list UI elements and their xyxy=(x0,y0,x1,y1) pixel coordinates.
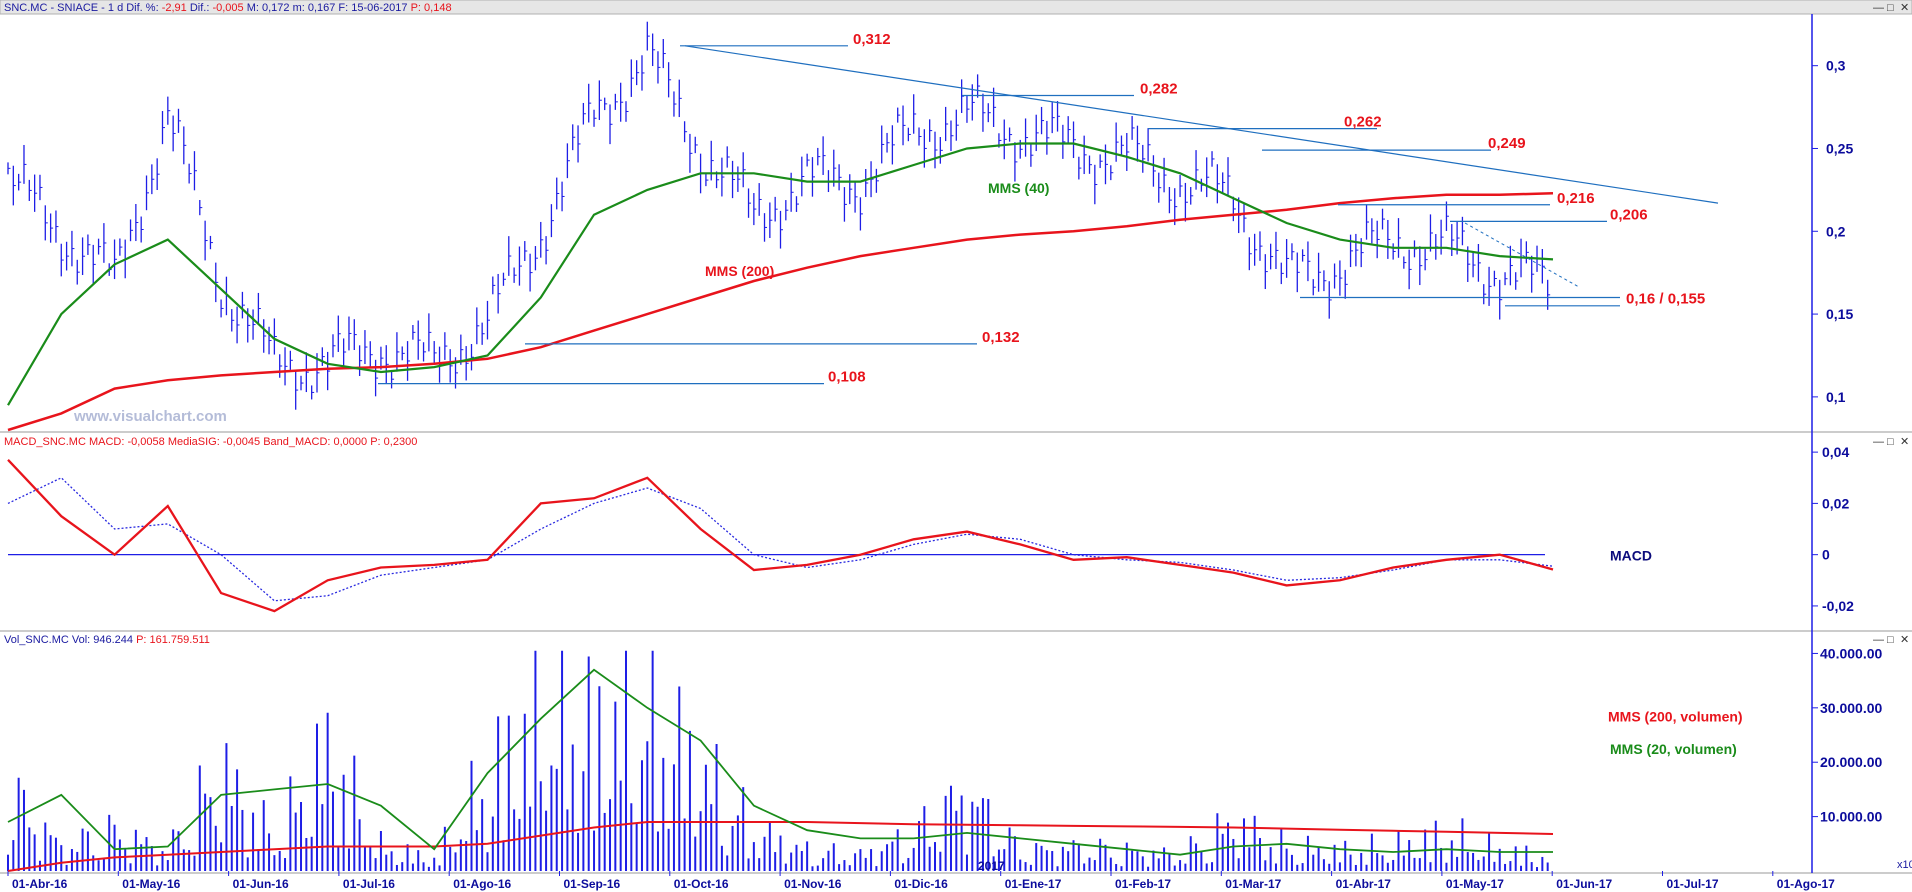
maximize-icon[interactable]: □ xyxy=(1887,436,1894,448)
macd-panel-window-controls[interactable]: — □ ✕ xyxy=(1873,436,1909,448)
close-icon[interactable]: ✕ xyxy=(1900,436,1909,448)
level-label: 0,312 xyxy=(853,31,891,48)
volume-sma20-line xyxy=(7,668,1553,856)
level-label: 0,132 xyxy=(982,329,1020,346)
y-tick-label: 0,3 xyxy=(1826,58,1846,74)
header-segment: MACD_SNC.MC MACD: -0,0058 MediaSIG: -0,0… xyxy=(4,436,370,448)
support-resistance-levels: 0,312 0,282 0,262 0,249 0,216 0,206 0,16 / 0,1… xyxy=(378,31,1719,386)
sma200-line xyxy=(7,191,1554,432)
year-marker: 2017 xyxy=(978,859,1005,873)
x-tick-label: 01-Ene-17 xyxy=(1005,877,1062,891)
y-tick-label: 30.000.00 xyxy=(1820,700,1882,716)
y-tick-label: 0,04 xyxy=(1822,444,1849,460)
header-segment: -2,91 xyxy=(162,2,187,14)
x-tick-label: 01-May-16 xyxy=(122,877,180,891)
macd-line xyxy=(7,459,1554,613)
volume-sma200-line xyxy=(7,821,1554,872)
volume-panel-window-controls[interactable]: — □ ✕ xyxy=(1873,634,1909,646)
macd-panel-header: MACD_SNC.MC MACD: -0,0058 MediaSIG: -0,0… xyxy=(4,436,417,448)
volume-panel-header: Vol_SNC.MC Vol: 946.244 P: 161.759.511 xyxy=(4,634,210,646)
level-label: 0,249 xyxy=(1488,135,1526,152)
close-icon[interactable]: ✕ xyxy=(1900,2,1909,14)
level-label: 0,108 xyxy=(828,369,866,386)
price-panel-window-controls[interactable]: — □ ✕ xyxy=(1873,2,1909,14)
header-segment: P: 161.759.511 xyxy=(136,634,210,646)
y-tick-label: 0,02 xyxy=(1822,495,1849,511)
level-label: 0,206 xyxy=(1610,206,1648,223)
header-segment: P: 0,148 xyxy=(411,2,452,14)
resistance-trendline xyxy=(684,45,1719,204)
x-tick-label: 01-Jun-16 xyxy=(233,877,289,891)
x-tick-label: 01-Abr-17 xyxy=(1336,877,1392,891)
level-label: 0,216 xyxy=(1557,190,1595,207)
x-tick-label: 01-Jun-17 xyxy=(1556,877,1612,891)
header-segment: Vol_SNC.MC Vol: 946.244 xyxy=(4,634,136,646)
dashed-trendline xyxy=(1464,222,1581,289)
price-moving-averages: MMS (200) MMS (40) xyxy=(7,142,1554,432)
y-tick-label: 10.000.00 xyxy=(1820,809,1882,825)
sma200-label: MMS (200) xyxy=(705,263,774,279)
y-tick-label: 0,25 xyxy=(1826,140,1853,156)
scale-marker: x10 xyxy=(1897,859,1912,871)
y-tick-label: 0,15 xyxy=(1826,306,1853,322)
x-axis: 01-Abr-16 01-May-16 01-Jun-16 01-Jul-16 01-A… xyxy=(7,859,1912,891)
level-label: 0,262 xyxy=(1344,114,1382,131)
minimize-icon[interactable]: — xyxy=(1873,634,1884,646)
macd-label: MACD xyxy=(1610,548,1652,564)
header-segment: P: 0,2300 xyxy=(370,436,417,448)
x-tick-label: 01-Jul-16 xyxy=(343,877,395,891)
x-tick-label: 01-Nov-16 xyxy=(784,877,842,891)
y-tick-label: 20.000.00 xyxy=(1820,754,1882,770)
level-label: 0,282 xyxy=(1140,80,1178,97)
maximize-icon[interactable]: □ xyxy=(1887,634,1894,646)
y-tick-label: 40.000.00 xyxy=(1820,645,1882,661)
x-tick-label: 01-Jul-17 xyxy=(1667,877,1719,891)
sma40-label: MMS (40) xyxy=(988,180,1049,196)
maximize-icon[interactable]: □ xyxy=(1887,2,1894,14)
x-tick-label: 01-Abr-16 xyxy=(12,877,68,891)
close-icon[interactable]: ✕ xyxy=(1900,634,1909,646)
y-tick-label: 0,2 xyxy=(1826,223,1846,239)
sma40-line xyxy=(7,142,1554,406)
macd-panel: -0,02 0 0,02 0,04 MACD xyxy=(7,444,1854,614)
header-segment: Dif.: xyxy=(187,2,213,14)
y-tick-label: 0 xyxy=(1822,547,1830,563)
x-tick-label: 01-Ago-17 xyxy=(1777,877,1835,891)
price-panel-header: SNC.MC - SNIACE - 1 d Dif. %: -2,91 Dif.… xyxy=(4,2,452,14)
volume-panel: 10.000.00 20.000.00 30.000.00 40.000.00 MMS … xyxy=(7,645,1882,872)
x-tick-label: 01-Ago-16 xyxy=(453,877,511,891)
x-tick-label: 01-May-17 xyxy=(1446,877,1504,891)
volume-sma200-label: MMS (200, volumen) xyxy=(1608,708,1743,724)
header-segment: M: 0,172 m: 0,167 F: 15-06-2017 xyxy=(244,2,411,14)
y-tick-label: -0,02 xyxy=(1822,598,1854,614)
x-tick-label: 01-Dic-16 xyxy=(894,877,948,891)
price-bars xyxy=(7,21,1551,410)
x-tick-label: 01-Mar-17 xyxy=(1225,877,1281,891)
volume-sma20-label: MMS (20, volumen) xyxy=(1610,741,1737,757)
price-y-axis: 0,1 0,15 0,2 0,25 0,3 xyxy=(1812,58,1853,405)
watermark: www.visualchart.com xyxy=(73,408,227,425)
minimize-icon[interactable]: — xyxy=(1873,436,1884,448)
x-tick-label: 01-Oct-16 xyxy=(674,877,729,891)
level-label: 0,16 / 0,155 xyxy=(1626,291,1705,308)
x-tick-label: 01-Sep-16 xyxy=(564,877,621,891)
header-segment: -0,005 xyxy=(212,2,243,14)
x-tick-label: 01-Feb-17 xyxy=(1115,877,1171,891)
y-tick-label: 0,1 xyxy=(1826,389,1846,405)
header-segment: SNC.MC - SNIACE - 1 d Dif. %: xyxy=(4,2,162,14)
minimize-icon[interactable]: — xyxy=(1873,2,1884,14)
